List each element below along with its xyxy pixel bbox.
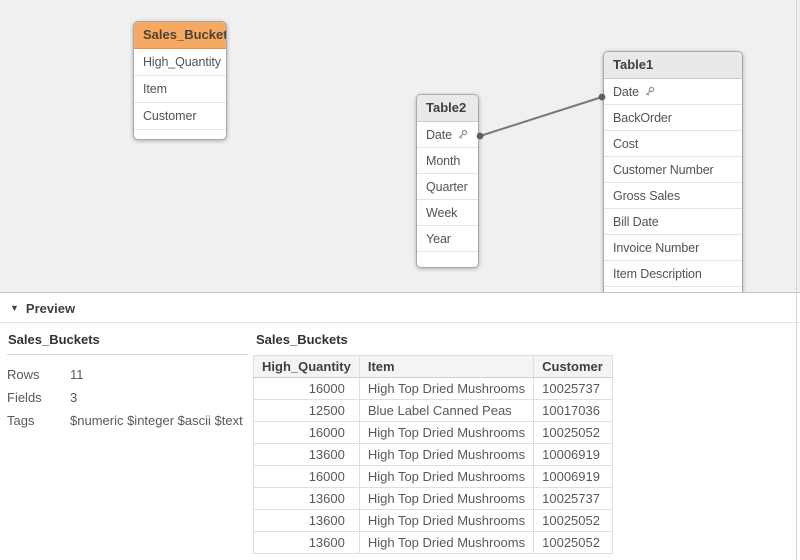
model-field-backorder[interactable]: BackOrder <box>604 105 742 131</box>
cell-high-quantity: 13600 <box>253 443 360 466</box>
cell-high-quantity: 13600 <box>253 487 360 510</box>
summary-fields-value: 3 <box>70 390 78 405</box>
table-row: 13600 High Top Dried Mushrooms 10025052 <box>253 509 614 532</box>
summary-rows-label: Rows <box>7 367 40 382</box>
table-row: 12500 Blue Label Canned Peas 10017036 <box>253 399 614 422</box>
summary-rows: Rows 11 <box>7 363 248 386</box>
model-field-date[interactable]: Date <box>604 79 742 105</box>
cell-item: High Top Dried Mushrooms <box>358 531 535 554</box>
model-field-bill-date[interactable]: Bill Date <box>604 209 742 235</box>
cell-customer: 10025052 <box>533 509 614 532</box>
cell-item: High Top Dried Mushrooms <box>358 377 535 400</box>
data-preview-panel: Sales_Buckets High_Quantity Item Custome… <box>253 332 614 554</box>
model-table-sales-buckets[interactable]: Sales_Buckets High_Quantity Item Custome… <box>133 21 227 140</box>
model-table-table1[interactable]: Table1 Date BackOrder Cost Customer Numb… <box>603 51 743 292</box>
column-header-high-quantity: High_Quantity <box>253 355 360 378</box>
table-row: 13600 High Top Dried Mushrooms 10006919 <box>253 443 614 466</box>
collapse-triangle-icon: ▼ <box>10 302 19 313</box>
cell-customer: 10006919 <box>533 465 614 488</box>
cell-customer: 10017036 <box>533 399 614 422</box>
column-header-customer: Customer <box>533 355 614 378</box>
preview-header-row: High_Quantity Item Customer <box>253 355 614 378</box>
summary-fields-label: Fields <box>7 390 42 405</box>
table-summary-panel: Sales_Buckets Rows 11 Fields 3 Tags $num… <box>7 332 248 432</box>
cell-item: High Top Dried Mushrooms <box>358 487 535 510</box>
cell-high-quantity: 12500 <box>253 399 360 422</box>
node-footer <box>604 287 742 292</box>
cell-item: High Top Dried Mushrooms <box>358 509 535 532</box>
node-footer <box>417 252 478 267</box>
cell-item: High Top Dried Mushrooms <box>358 465 535 488</box>
cell-high-quantity: 13600 <box>253 531 360 554</box>
model-field-item-description[interactable]: Item Description <box>604 261 742 287</box>
key-icon <box>644 86 655 97</box>
cell-item: Blue Label Canned Peas <box>358 399 535 422</box>
model-field-gross-sales[interactable]: Gross Sales <box>604 183 742 209</box>
node-footer <box>134 130 226 139</box>
table-row: 16000 High Top Dried Mushrooms 10025052 <box>253 421 614 444</box>
model-field-item[interactable]: Item <box>134 76 226 103</box>
key-icon <box>457 129 468 140</box>
model-field-invoice-number[interactable]: Invoice Number <box>604 235 742 261</box>
model-table-header[interactable]: Sales_Buckets <box>134 22 226 49</box>
summary-tags: Tags $numeric $integer $ascii $text <box>7 409 248 432</box>
summary-tags-value: $numeric $integer $ascii $text <box>70 413 243 428</box>
model-field-cost[interactable]: Cost <box>604 131 742 157</box>
table-row: 13600 High Top Dried Mushrooms 10025052 <box>253 531 614 554</box>
cell-item: High Top Dried Mushrooms <box>358 421 535 444</box>
model-field-date[interactable]: Date <box>417 122 478 148</box>
summary-rows-value: 11 <box>70 367 84 382</box>
model-field-customer-number[interactable]: Customer Number <box>604 157 742 183</box>
model-field-month[interactable]: Month <box>417 148 478 174</box>
model-table-table2[interactable]: Table2 Date Month Quarter Week Year <box>416 94 479 268</box>
summary-fields: Fields 3 <box>7 386 248 409</box>
model-table-header[interactable]: Table1 <box>604 52 742 79</box>
model-field-year[interactable]: Year <box>417 226 478 252</box>
model-field-customer[interactable]: Customer <box>134 103 226 130</box>
canvas-scrollbar[interactable] <box>796 0 797 560</box>
summary-tags-label: Tags <box>7 413 35 428</box>
preview-label: Preview <box>25 300 76 316</box>
preview-panel: Sales_Buckets Rows 11 Fields 3 Tags $num… <box>0 324 800 560</box>
cell-customer: 10025052 <box>533 421 614 444</box>
preview-table-title: Sales_Buckets <box>256 332 348 347</box>
column-header-item: Item <box>358 355 535 378</box>
summary-table-title: Sales_Buckets <box>7 332 248 355</box>
cell-high-quantity: 16000 <box>253 465 360 488</box>
cell-high-quantity: 13600 <box>253 509 360 532</box>
cell-customer: 10025737 <box>533 487 614 510</box>
cell-high-quantity: 16000 <box>253 421 360 444</box>
data-model-canvas[interactable]: Sales_Buckets High_Quantity Item Custome… <box>0 0 800 293</box>
cell-item: High Top Dried Mushrooms <box>358 443 535 466</box>
table-row: 13600 High Top Dried Mushrooms 10025737 <box>253 487 614 510</box>
model-field-quarter[interactable]: Quarter <box>417 174 478 200</box>
model-field-week[interactable]: Week <box>417 200 478 226</box>
cell-customer: 10025737 <box>533 377 614 400</box>
preview-data-table: High_Quantity Item Customer 16000 High T… <box>253 355 614 554</box>
preview-toggle[interactable]: ▼ Preview <box>0 294 800 323</box>
table-row: 16000 High Top Dried Mushrooms 10006919 <box>253 465 614 488</box>
cell-customer: 10006919 <box>533 443 614 466</box>
table-row: 16000 High Top Dried Mushrooms 10025737 <box>253 377 614 400</box>
model-field-high-quantity[interactable]: High_Quantity <box>134 49 226 76</box>
model-table-header[interactable]: Table2 <box>417 95 478 122</box>
cell-customer: 10025052 <box>533 531 614 554</box>
cell-high-quantity: 16000 <box>253 377 360 400</box>
